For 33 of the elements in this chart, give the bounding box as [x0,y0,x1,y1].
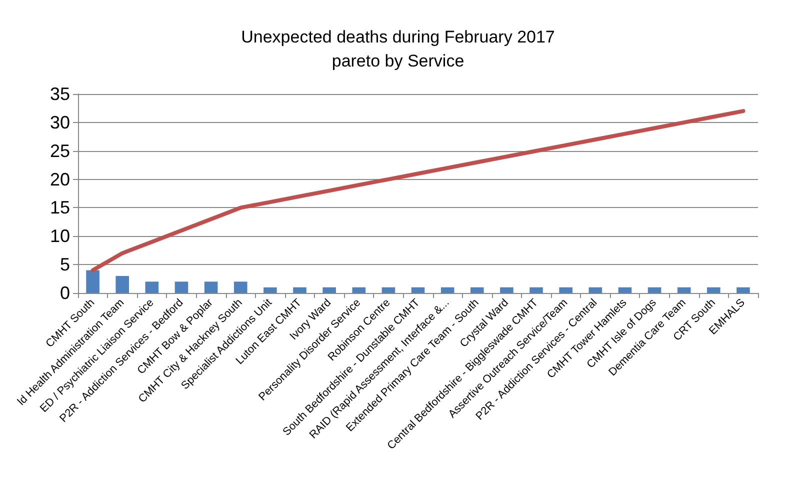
bar [116,276,129,293]
line-series [90,109,746,272]
y-tick-label: 35 [50,84,70,104]
bar [293,287,306,293]
y-tick-label: 15 [50,198,70,218]
chart-title: Unexpected deaths during February 2017 pareto by Service [241,28,555,70]
bar [618,287,632,293]
bar [707,287,720,293]
bar [204,282,218,293]
bar [86,270,100,293]
y-tick-label: 30 [50,112,70,132]
bar [322,287,336,293]
bar [264,287,277,293]
y-tick-label: 0 [60,283,70,303]
y-tick-label: 25 [50,140,70,161]
y-tick-label: 10 [50,226,70,246]
bar [352,287,366,293]
bar [736,287,750,293]
bar [677,287,691,293]
bar [530,287,543,293]
bar [648,287,662,293]
y-tick-label: 5 [60,254,70,275]
bar [174,282,188,293]
bar [411,287,425,293]
bar [470,287,484,293]
bar [500,287,514,293]
bar [145,282,159,293]
bar [440,287,454,293]
bar [234,282,248,293]
bar [559,287,572,293]
y-tick-label: 20 [50,169,70,190]
bar [588,287,602,293]
bar [382,287,396,293]
